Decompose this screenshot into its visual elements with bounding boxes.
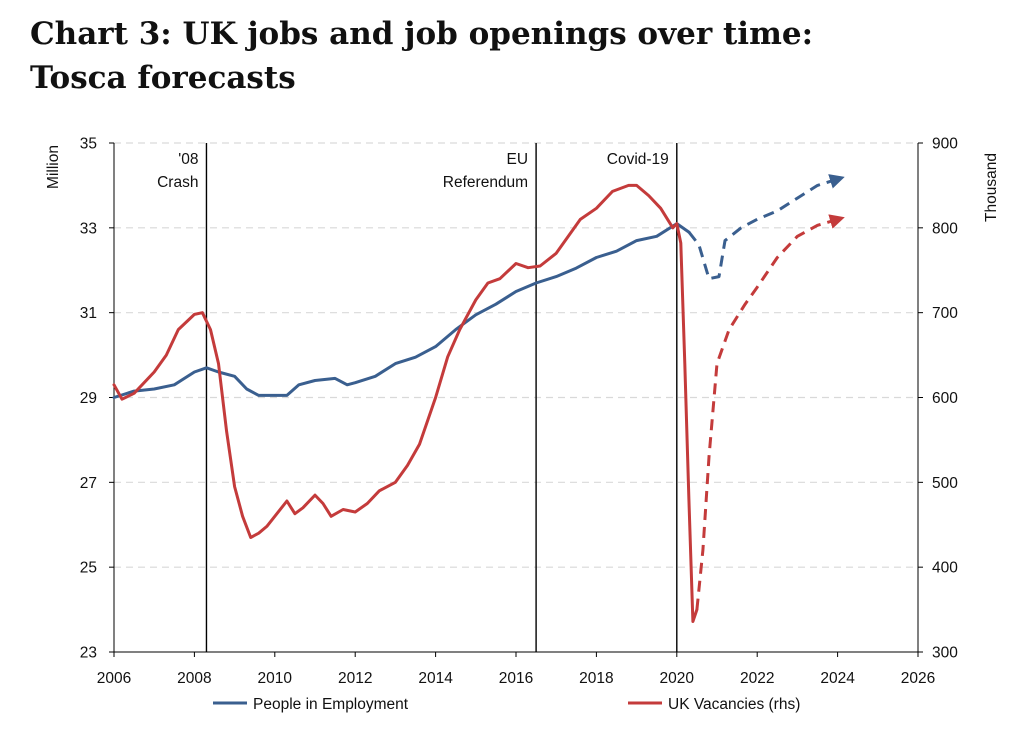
y-tick-label: 35 [80,136,97,153]
y2-tick-label: 300 [932,645,958,662]
event-label: EU [507,151,529,168]
event-label: '08 [178,151,198,168]
y2-tick-label: 400 [932,560,958,577]
y2-tick-label: 700 [932,305,958,322]
x-tick-label: 2022 [740,670,774,687]
y2-tick-label: 900 [932,136,958,153]
chart-title-line-2: Tosca forecasts [30,60,296,96]
x-tick-label: 2018 [579,670,613,687]
event-label: Referendum [443,174,528,191]
x-tick-label: 2014 [418,670,453,687]
series-line-vacancies [112,183,699,623]
y2-tick-label: 500 [932,475,958,492]
x-tick-label: 2010 [258,670,293,687]
y-tick-label: 29 [80,390,97,407]
x-tick-label: 2006 [97,670,131,687]
x-tick-label: 2012 [338,670,372,687]
x-tick-label: 2026 [901,670,935,687]
event-label: Crash [157,174,198,191]
legend-label-employment: People in Employment [253,696,409,713]
y-tick-label: 23 [80,645,97,662]
series-line-employment [112,222,691,399]
chart-title-line-1: Chart 3: UK jobs and job openings over t… [30,16,814,52]
legend-label-vacancies: UK Vacancies (rhs) [668,696,800,713]
y-tick-label: 25 [80,560,97,577]
y2-axis-title: Thousand [983,153,1000,222]
chart-title: Chart 3: UK jobs and job openings over t… [30,12,813,100]
x-tick-label: 2016 [499,670,533,687]
forecast-line-vacancies [695,214,845,610]
y2-tick-label: 800 [932,220,958,237]
y-tick-label: 27 [80,475,97,492]
x-tick-label: 2008 [177,670,211,687]
y2-tick-label: 600 [932,390,958,407]
y-tick-label: 33 [80,220,97,237]
y-axis-title: Million [45,145,62,189]
event-label: Covid-19 [607,151,669,168]
forecast-line-employment [687,174,845,281]
y-tick-label: 31 [80,305,97,322]
x-tick-label: 2020 [660,670,695,687]
x-tick-label: 2024 [820,670,855,687]
